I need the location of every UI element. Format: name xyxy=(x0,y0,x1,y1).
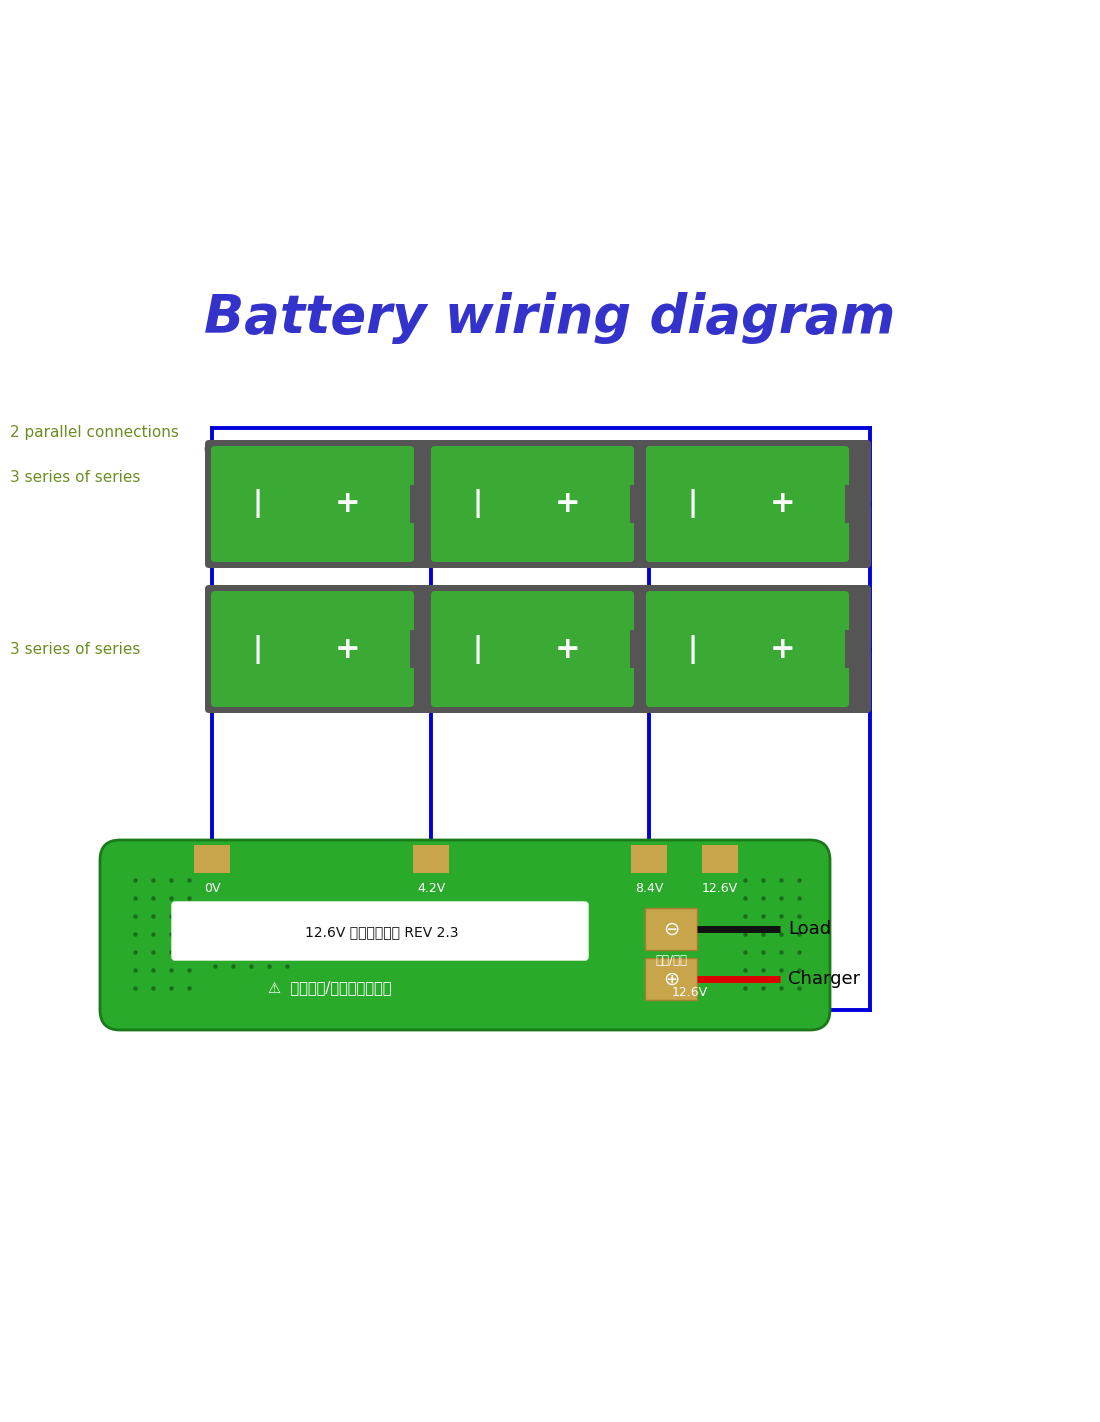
Text: 12.6V: 12.6V xyxy=(672,985,708,998)
Text: +: + xyxy=(334,489,361,519)
Text: ⊕: ⊕ xyxy=(663,970,679,988)
Text: 8.4V: 8.4V xyxy=(635,882,663,894)
Text: Battery wiring diagram: Battery wiring diagram xyxy=(205,292,895,344)
Text: |: | xyxy=(688,489,698,519)
FancyBboxPatch shape xyxy=(646,447,849,562)
FancyBboxPatch shape xyxy=(425,584,656,712)
Bar xyxy=(645,958,697,1000)
Text: +: + xyxy=(554,489,581,519)
Text: +: + xyxy=(770,489,795,519)
Text: 12.6V: 12.6V xyxy=(702,882,738,894)
Text: 2 parallel connections: 2 parallel connections xyxy=(10,425,179,439)
Bar xyxy=(645,909,697,950)
FancyBboxPatch shape xyxy=(100,840,831,1030)
Text: Load: Load xyxy=(788,920,832,939)
FancyBboxPatch shape xyxy=(205,439,436,567)
Bar xyxy=(630,630,648,668)
Bar xyxy=(194,845,230,873)
Bar xyxy=(845,485,864,523)
Bar xyxy=(631,845,667,873)
Bar xyxy=(845,630,864,668)
FancyBboxPatch shape xyxy=(211,592,414,707)
Bar xyxy=(410,485,428,523)
FancyBboxPatch shape xyxy=(211,447,414,562)
Text: 4.2V: 4.2V xyxy=(417,882,446,894)
Text: |: | xyxy=(473,634,483,664)
Bar xyxy=(630,485,648,523)
FancyBboxPatch shape xyxy=(640,584,871,712)
Text: 12.6V 锂电池保护板 REV 2.3: 12.6V 锂电池保护板 REV 2.3 xyxy=(306,924,459,939)
FancyBboxPatch shape xyxy=(640,439,871,567)
Text: ⊖: ⊖ xyxy=(663,920,679,939)
Text: |: | xyxy=(688,634,698,664)
FancyBboxPatch shape xyxy=(646,592,849,707)
Text: Charger: Charger xyxy=(788,970,860,988)
FancyBboxPatch shape xyxy=(431,592,634,707)
Text: 3 series of series: 3 series of series xyxy=(10,471,141,485)
FancyBboxPatch shape xyxy=(205,584,436,712)
Bar xyxy=(412,845,449,873)
Text: |: | xyxy=(253,634,263,664)
Text: +: + xyxy=(334,634,361,664)
Bar xyxy=(702,845,738,873)
FancyBboxPatch shape xyxy=(425,439,656,567)
Text: 3 series of series: 3 series of series xyxy=(10,641,141,657)
Text: |: | xyxy=(253,489,263,519)
Bar xyxy=(410,630,428,668)
Text: 0V: 0V xyxy=(204,882,220,894)
FancyBboxPatch shape xyxy=(172,902,588,960)
Text: +: + xyxy=(554,634,581,664)
Text: 充电/放电: 充电/放电 xyxy=(654,954,688,967)
Text: |: | xyxy=(473,489,483,519)
FancyBboxPatch shape xyxy=(431,447,634,562)
Text: +: + xyxy=(770,634,795,664)
Text: ⚠  适用电机/电钆，禁止短路: ⚠ 适用电机/电钆，禁止短路 xyxy=(268,981,392,995)
